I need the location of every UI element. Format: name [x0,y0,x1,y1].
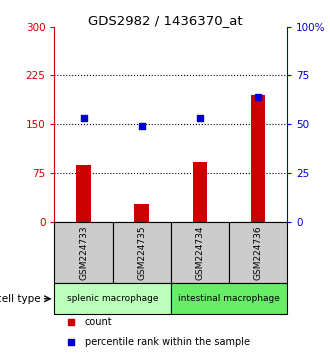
Bar [54,222,113,284]
Bar [76,165,91,222]
Bar [134,204,149,222]
Text: count: count [85,317,112,327]
Text: GSM224733: GSM224733 [79,225,88,280]
Point [197,116,203,121]
Text: GSM224736: GSM224736 [253,225,263,280]
Text: percentile rank within the sample: percentile rank within the sample [85,337,250,348]
Text: GSM224735: GSM224735 [137,225,146,280]
Bar [171,222,229,284]
Point [81,116,86,121]
Bar [251,95,265,222]
Text: GSM224734: GSM224734 [195,225,204,280]
Bar [229,222,287,284]
Bar [171,284,287,314]
Bar [54,284,171,314]
Text: splenic macrophage: splenic macrophage [67,294,158,303]
Point [255,94,261,100]
Bar [193,162,207,222]
Text: GDS2982 / 1436370_at: GDS2982 / 1436370_at [88,14,242,27]
Text: intestinal macrophage: intestinal macrophage [178,294,280,303]
Point [139,124,144,129]
Text: cell type: cell type [0,294,41,304]
Point [68,339,73,345]
Point [68,319,73,325]
Bar [113,222,171,284]
